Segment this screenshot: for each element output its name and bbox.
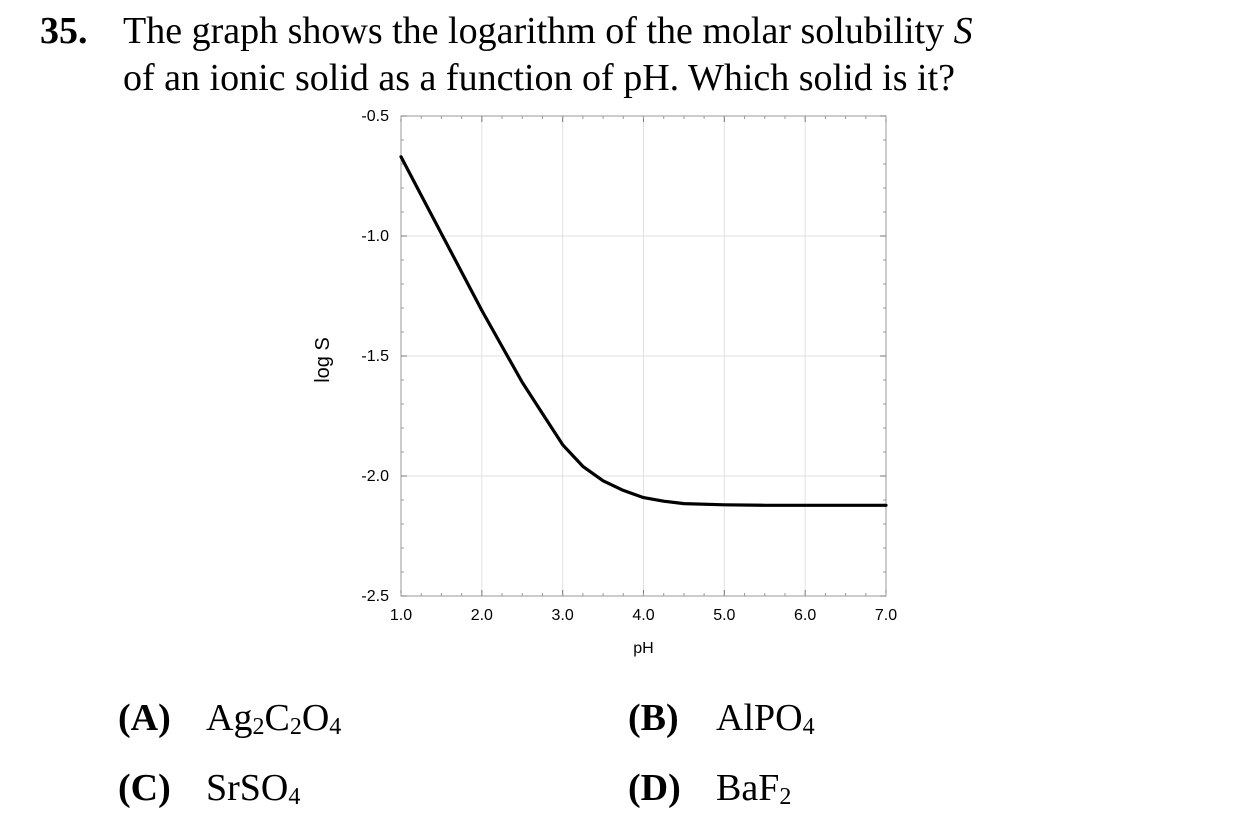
y-tick-label: -2.5 [361,588,389,605]
y-tick-label: -0.5 [361,108,389,125]
formula-text: SrSO [206,767,289,809]
x-tick-label: 4.0 [632,607,654,624]
choice-a-formula: Ag2C2O4 [206,697,341,739]
choice-b: (B) AlPO4 [628,695,815,741]
data-series [399,155,888,507]
x-tick-label: 5.0 [713,607,735,624]
x-axis-label: pH [633,640,653,657]
series-line [399,155,888,507]
choice-d-formula: BaF2 [716,767,791,809]
tick-marks [400,115,887,597]
x-tick-label: 6.0 [794,607,816,624]
choice-a-label: (A) [118,697,171,739]
formula-text: BaF [716,767,780,809]
formula-text: O [301,697,330,739]
x-tick-labels: 1.0 2.0 3.0 4.0 5.0 6.0 7.0 [390,607,897,624]
chart-grid [400,115,887,597]
formula-subscript: 2 [779,784,792,810]
x-tick-label: 3.0 [552,607,574,624]
choice-d-label: (D) [628,767,681,809]
x-tick-label: 2.0 [471,607,493,624]
question-text-line-2: of an ionic solid as a function of pH. W… [123,57,955,99]
formula-text: Ag [206,697,253,739]
y-axis-label: log S [312,337,334,383]
choice-b-formula: AlPO4 [716,697,815,739]
y-tick-label: -1.0 [361,228,389,245]
choice-c: (C) SrSO4 [118,765,300,811]
choice-c-formula: SrSO4 [206,767,300,809]
y-tick-label: -2.0 [361,468,389,485]
formula-subscript: 2 [289,714,302,740]
choice-c-label: (C) [118,767,171,809]
y-tick-label: -1.5 [361,348,389,365]
y-tick-labels: -0.5 -1.0 -1.5 -2.0 -2.5 [361,108,389,605]
formula-subscript: 2 [252,714,265,740]
formula-subscript: 4 [329,714,342,740]
x-tick-label: 1.0 [390,607,412,624]
solubility-symbol: S [953,10,973,52]
question-text-part: The graph shows the logarithm of the mol… [123,10,945,52]
x-tick-label: 7.0 [875,607,897,624]
formula-subscript: 4 [802,714,815,740]
question-text-line-1: The graph shows the logarithm of the mol… [123,8,973,54]
choice-a: (A) Ag2C2O4 [118,695,341,741]
formula-subscript: 4 [288,784,301,810]
formula-text: C [264,697,290,739]
formula-text: AlPO [716,697,803,739]
choice-d: (D) BaF2 [628,765,791,811]
question-number: 35. [40,10,88,52]
choice-b-label: (B) [628,697,679,739]
